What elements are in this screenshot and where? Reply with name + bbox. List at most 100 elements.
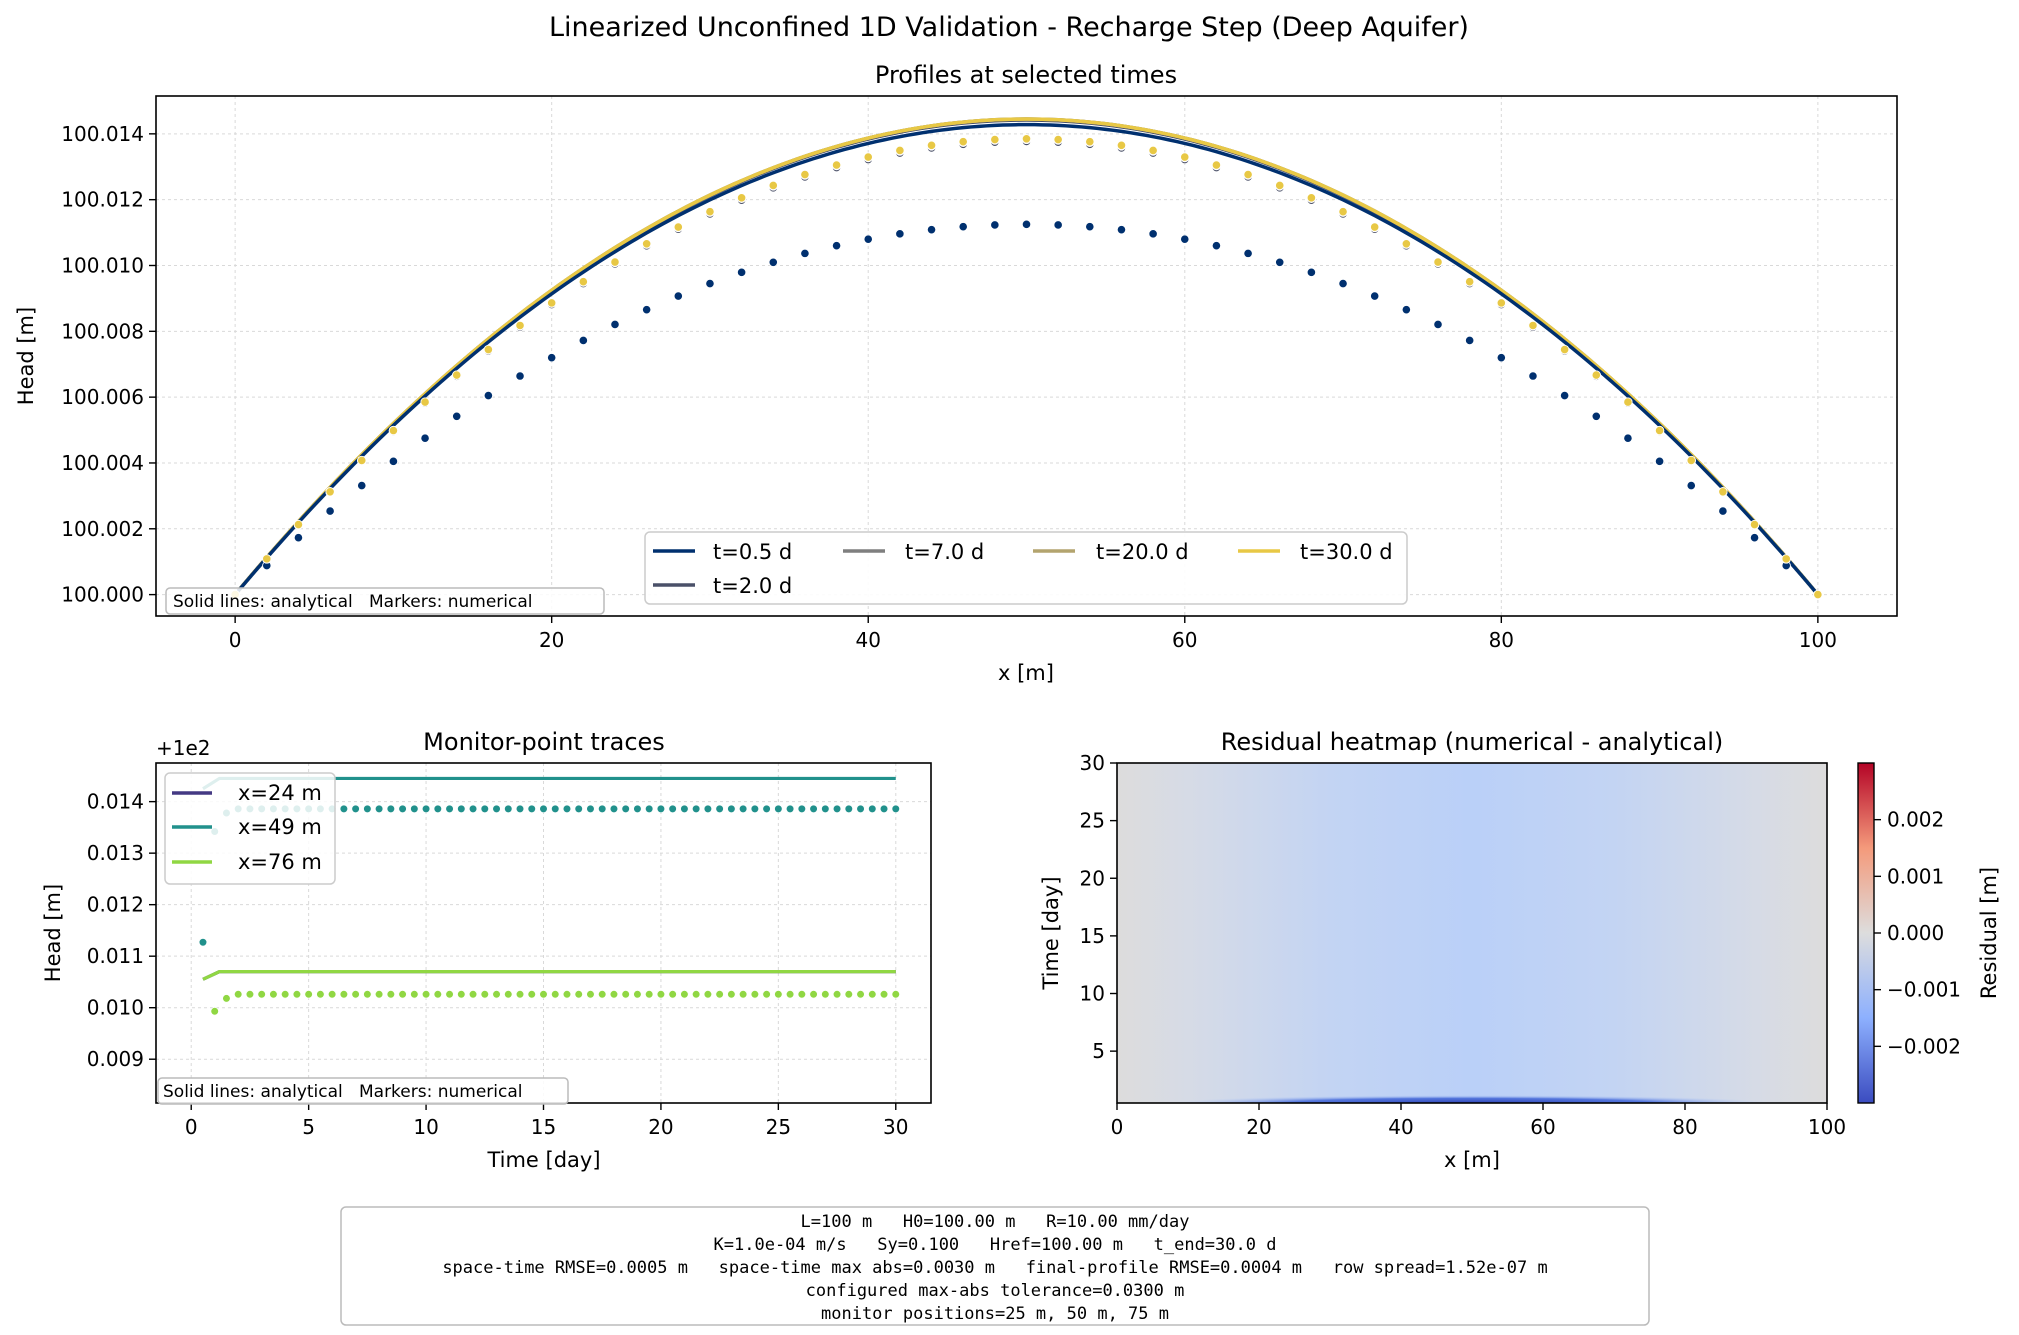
heatmap-ylabel: Time [day]	[1039, 876, 1063, 990]
monitor-numerical-marker-x=49 m	[433, 804, 442, 813]
heatmap-xtick-label: 100	[1808, 1115, 1846, 1139]
heatmap-ytick-label: 15	[1080, 924, 1105, 948]
profile-numerical-marker-t=30.0 d	[1180, 152, 1190, 162]
profile-numerical-marker-t=0.5 d	[1560, 390, 1570, 401]
profile-numerical-marker-t=0.5 d	[1306, 267, 1316, 277]
monitor-xtick-label: 15	[531, 1115, 556, 1139]
profiles-ytick-label: 100.014	[61, 122, 144, 146]
monitor-numerical-marker-x=76 m	[210, 1007, 219, 1016]
monitor-numerical-marker-x=76 m	[234, 990, 243, 999]
profile-numerical-marker-t=30.0 d	[452, 370, 462, 380]
monitor-numerical-marker-x=76 m	[821, 990, 830, 999]
monitor-xtick-label: 5	[302, 1115, 315, 1139]
monitor-numerical-marker-x=49 m	[598, 804, 607, 813]
monitor-numerical-marker-x=76 m	[785, 990, 795, 999]
profiles-xtick-label: 40	[856, 628, 881, 652]
monitor-numerical-marker-x=76 m	[316, 990, 325, 999]
profile-numerical-marker-t=30.0 d	[1275, 180, 1285, 191]
monitor-ytick-label: 0.011	[87, 944, 144, 968]
monitor-numerical-marker-x=76 m	[868, 990, 877, 999]
monitor-numerical-marker-x=76 m	[281, 990, 290, 999]
monitor-ytick-label: 0.010	[87, 996, 144, 1020]
monitor-numerical-marker-x=76 m	[292, 990, 302, 999]
profile-numerical-marker-t=0.5 d	[1528, 371, 1538, 381]
monitor-numerical-marker-x=49 m	[656, 804, 666, 813]
profiles-xlabel: x [m]	[998, 661, 1054, 685]
monitor-numerical-marker-x=76 m	[750, 990, 759, 999]
profile-numerical-marker-t=30.0 d	[1211, 160, 1222, 170]
monitor-numerical-marker-x=49 m	[856, 804, 865, 813]
profile-numerical-marker-t=30.0 d	[1243, 169, 1253, 180]
profiles-ytick-label: 100.004	[61, 451, 144, 475]
heatmap-xlabel: x [m]	[1444, 1148, 1500, 1172]
heatmap-axes-frame	[1116, 762, 1828, 1104]
profile-numerical-marker-t=30.0 d	[673, 222, 683, 232]
profile-numerical-marker-t=30.0 d	[958, 137, 968, 147]
summary-line-2: K=1.0e-04 m/s Sy=0.100 Href=100.00 m t_e…	[714, 1235, 1277, 1255]
colorbar-tick-label: −0.002	[1887, 1034, 1961, 1058]
profile-numerical-marker-t=30.0 d	[831, 160, 842, 170]
profiles-title: Profiles at selected times	[875, 61, 1177, 89]
monitor-numerical-marker-x=76 m	[480, 990, 489, 999]
monitor-numerical-marker-x=49 m	[363, 804, 372, 813]
monitor-numerical-marker-x=49 m	[879, 804, 889, 813]
profile-numerical-marker-t=30.0 d	[1749, 519, 1760, 530]
profiles-ytick-label: 100.012	[61, 188, 144, 212]
colorbar-tick-label: 0.001	[1887, 864, 1944, 888]
profile-numerical-marker-t=0.5 d	[673, 291, 683, 301]
profile-numerical-marker-t=30.0 d	[578, 277, 588, 287]
profiles-ytick-label: 100.000	[61, 583, 144, 607]
profiles-ytick-label: 100.008	[61, 319, 144, 343]
colorbar-tick-label: −0.001	[1887, 978, 1961, 1002]
profile-numerical-marker-t=0.5 d	[1591, 411, 1601, 421]
monitor-ytick-label: 0.012	[87, 893, 144, 917]
heatmap-ytick-label: 5	[1092, 1039, 1105, 1063]
profile-numerical-marker-t=30.0 d	[262, 554, 272, 564]
profiles-ytick-label: 100.002	[61, 517, 144, 541]
monitor-numerical-marker-x=49 m	[386, 804, 395, 813]
figure-title: Linearized Unconfined 1D Validation - Re…	[549, 12, 1469, 43]
monitor-numerical-marker-x=49 m	[727, 804, 736, 813]
colorbar: −0.002 −0.001 0.000 0.001 0.002 Residual [m]	[1857, 762, 2001, 1104]
heatmap-xtick-label: 60	[1530, 1115, 1555, 1139]
monitor-numerical-marker-x=76 m	[797, 990, 806, 999]
monitor-numerical-marker-x=76 m	[339, 990, 348, 999]
legend-label-x76: x=76 m	[238, 850, 322, 874]
monitor-numerical-marker-x=49 m	[891, 804, 900, 813]
profiles-xtick-label: 100	[1799, 628, 1837, 652]
monitor-numerical-marker-x=49 m	[715, 804, 724, 813]
heatmap-xtick-label: 80	[1672, 1115, 1697, 1139]
monitor-numerical-marker-x=76 m	[410, 990, 419, 999]
monitor-numerical-marker-x=76 m	[856, 990, 865, 999]
heatmap-xtick-label: 0	[1111, 1115, 1124, 1139]
profiles-xtick-label: 20	[539, 628, 564, 652]
profile-numerical-marker-t=30.0 d	[705, 207, 715, 217]
monitor-numerical-marker-x=76 m	[762, 990, 771, 999]
profile-numerical-marker-t=30.0 d	[420, 397, 430, 407]
monitor-ylabel: Head [m]	[41, 884, 65, 982]
monitor-xtick-label: 30	[883, 1115, 908, 1139]
colorbar-ticks: −0.002 −0.001 0.000 0.001 0.002	[1874, 808, 1961, 1058]
monitor-numerical-marker-x=76 m	[375, 990, 384, 999]
heatmap-field	[1117, 763, 1827, 1103]
monitor-numerical-marker-x=76 m	[269, 990, 278, 999]
profile-numerical-marker-t=30.0 d	[1813, 590, 1823, 600]
monitor-numerical-marker-x=49 m	[492, 804, 501, 813]
profile-numerical-marker-t=30.0 d	[1401, 239, 1411, 249]
monitor-numerical-marker-x=76 m	[351, 990, 360, 999]
summary-line-5: monitor positions=25 m, 50 m, 75 m	[821, 1304, 1169, 1324]
monitor-numerical-marker-x=76 m	[468, 990, 478, 999]
monitor-numerical-marker-x=76 m	[398, 990, 407, 999]
monitor-numerical-marker-x=49 m	[774, 804, 783, 813]
monitor-numerical-marker-x=49 m	[351, 804, 360, 813]
profile-numerical-marker-t=0.5 d	[1370, 291, 1380, 301]
monitor-numerical-marker-x=49 m	[574, 804, 583, 813]
monitor-numerical-marker-x=49 m	[198, 938, 208, 947]
monitor-numerical-marker-x=49 m	[785, 804, 795, 813]
profile-numerical-marker-t=0.5 d	[1496, 353, 1506, 363]
monitor-xtick-label: 25	[766, 1115, 791, 1139]
profiles-note-box: Solid lines: analytical Markers: numeric…	[165, 587, 605, 615]
monitor-numerical-marker-x=49 m	[551, 804, 560, 813]
legend-label-t7.0: t=7.0 d	[905, 540, 984, 564]
monitor-numerical-marker-x=76 m	[504, 990, 513, 999]
